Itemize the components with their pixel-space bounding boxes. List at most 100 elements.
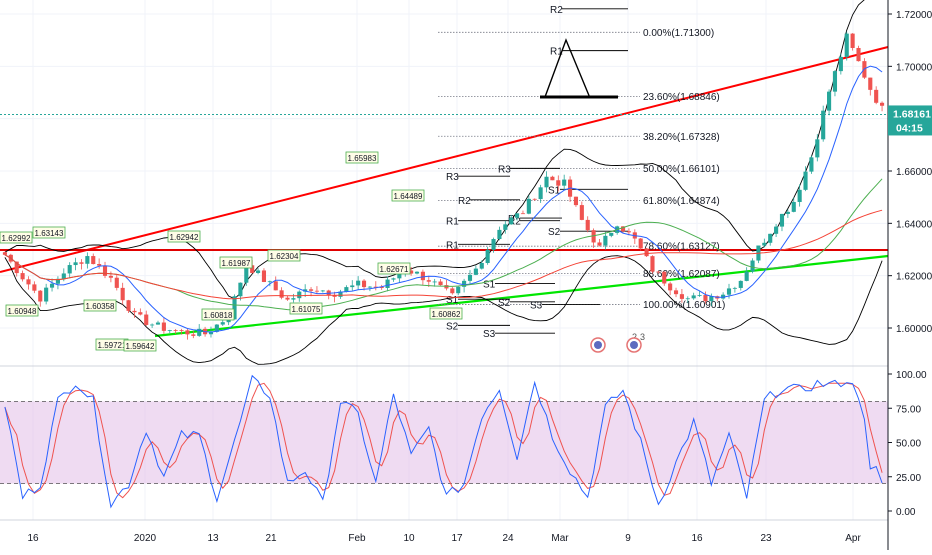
candle[interactable] [326,289,331,300]
candle[interactable] [774,224,779,237]
candle[interactable] [14,261,19,277]
candle[interactable] [503,220,508,234]
candle[interactable] [144,310,149,326]
candle[interactable] [662,271,667,286]
candle[interactable] [732,286,737,293]
candle[interactable] [838,53,843,75]
candle[interactable] [691,292,696,300]
candle[interactable] [120,282,125,305]
candle[interactable] [497,226,502,241]
candle[interactable] [485,247,490,265]
candle[interactable] [815,134,820,162]
fibonacci-retracement[interactable]: 0.00%(1.71300) 23.60%(1.68846) 38.20%(1.67… [438,28,725,311]
candle[interactable] [562,174,567,190]
candle[interactable] [450,287,455,295]
candle[interactable] [768,233,773,246]
candle[interactable] [150,323,155,328]
candle[interactable] [856,45,861,62]
candle[interactable] [709,293,714,307]
candle[interactable] [2,251,8,256]
candle[interactable] [432,278,437,287]
candle[interactable] [538,184,543,203]
rising-red-trendline[interactable] [0,46,889,273]
event-icon[interactable] [590,337,606,353]
candle[interactable] [509,214,514,225]
candle[interactable] [668,281,673,296]
candle[interactable] [803,166,808,192]
candle[interactable] [361,279,367,291]
candle[interactable] [556,175,561,192]
candle[interactable] [285,295,290,301]
candle[interactable] [809,155,814,174]
candle[interactable] [632,229,637,244]
candle[interactable] [26,276,31,290]
candle[interactable] [791,197,796,213]
candle[interactable] [679,289,684,303]
candle[interactable] [756,245,761,264]
candle[interactable] [603,231,608,250]
candle[interactable] [126,299,131,313]
candle[interactable] [44,283,49,305]
candle[interactable] [55,276,60,290]
candle[interactable] [444,279,449,291]
candle[interactable] [350,280,355,291]
candle[interactable] [874,86,879,105]
candle[interactable] [32,281,37,294]
candle[interactable] [467,270,473,285]
candle[interactable] [697,290,702,297]
candle[interactable] [868,77,873,96]
candle[interactable] [185,328,190,340]
candle[interactable] [515,213,520,221]
candle[interactable] [38,290,43,307]
candle[interactable] [132,308,137,318]
candle[interactable] [638,238,643,251]
candle[interactable] [49,278,55,292]
candle[interactable] [797,184,802,207]
candle[interactable] [385,276,390,292]
candle[interactable] [85,252,90,269]
candle[interactable] [438,278,443,286]
candle[interactable] [314,286,319,294]
candle[interactable] [738,280,743,291]
candle[interactable] [821,105,826,142]
candle[interactable] [373,281,378,291]
candle[interactable] [114,274,119,291]
candle[interactable] [102,261,108,279]
candle[interactable] [179,328,184,335]
candle[interactable] [550,175,555,181]
candle[interactable] [73,257,78,271]
candle[interactable] [391,277,396,282]
candle[interactable] [785,209,790,218]
candle[interactable] [167,329,172,334]
candle[interactable] [191,330,196,339]
candle[interactable] [656,270,661,274]
candle[interactable] [456,286,461,296]
candle[interactable] [526,195,531,215]
candle[interactable] [750,258,755,274]
candle[interactable] [20,270,25,282]
candle[interactable] [279,287,284,300]
candle[interactable] [414,271,420,275]
candle[interactable] [256,268,261,275]
candle[interactable] [491,237,496,253]
candle[interactable] [308,287,314,297]
candle[interactable] [356,276,361,290]
candle[interactable] [173,328,178,334]
candle[interactable] [544,171,549,193]
candle[interactable] [303,284,308,298]
candle[interactable] [685,296,690,304]
trendlines[interactable] [0,46,889,338]
candle[interactable] [579,201,584,221]
candle[interactable] [832,70,838,97]
candle[interactable] [585,216,590,233]
candle[interactable] [138,308,143,316]
candle[interactable] [573,196,579,207]
candle[interactable] [273,276,278,291]
candle[interactable] [420,269,425,286]
candle[interactable] [155,320,161,325]
candle[interactable] [673,287,679,298]
candle[interactable] [779,213,785,232]
candlesticks[interactable] [2,31,885,340]
